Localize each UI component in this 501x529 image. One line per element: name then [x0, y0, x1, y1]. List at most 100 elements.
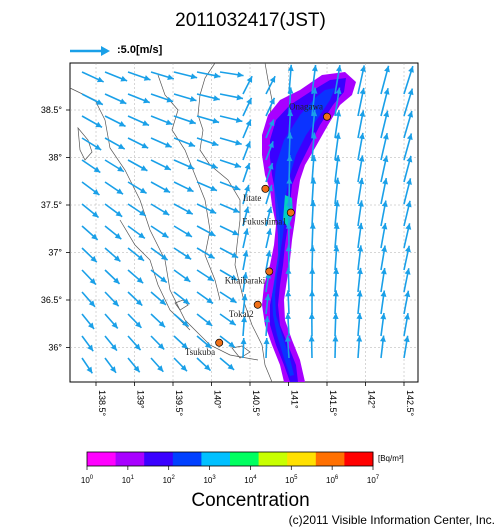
wind-arrow — [173, 247, 192, 260]
wind-arrow — [309, 290, 316, 315]
colorbar-tick-label: 106 — [326, 475, 339, 485]
site-marker: Kitaibaraki — [225, 267, 274, 286]
wind-arrow — [403, 200, 412, 227]
wind-arrow — [240, 337, 247, 359]
wind-arrow — [127, 225, 146, 240]
wind-arrow — [357, 155, 365, 183]
wind-arrow — [219, 269, 238, 281]
wind-arrow — [81, 335, 94, 352]
wind-arrow — [311, 64, 318, 95]
site-label: Kitaibaraki — [225, 276, 266, 286]
wind-arrow — [81, 269, 97, 286]
wind-arrow — [242, 184, 250, 205]
wind-arrow — [104, 269, 121, 285]
wind-arrow — [310, 155, 317, 183]
wind-arrow — [333, 267, 340, 293]
wind-arrow — [380, 245, 388, 271]
wind-arrow — [356, 312, 363, 337]
nuclear-sites: Onagawa Iitate Fukushima1 Kitaibaraki Tokai2… — [185, 102, 331, 357]
lon-tick-label: 139.5° — [174, 390, 184, 417]
wind-arrow — [380, 65, 390, 95]
wind-arrow — [311, 109, 318, 139]
wind-arrow — [150, 181, 171, 194]
wind-arrow — [81, 137, 102, 151]
wind-arrow — [104, 71, 128, 82]
wind-arrow — [356, 290, 363, 315]
wind-arrow — [81, 313, 95, 330]
wind-arrow — [265, 141, 274, 161]
colorbar-unit: [Bq/m³] — [378, 454, 404, 463]
wind-arrow — [403, 223, 412, 249]
wind-arrow — [403, 65, 414, 95]
wind-arrow — [285, 245, 292, 271]
wind-arrow — [403, 88, 414, 117]
wind-arrow — [219, 203, 240, 214]
wind-arrow — [81, 181, 100, 196]
wind-arrow — [196, 247, 216, 260]
site-marker: Fukushima1 — [242, 208, 295, 227]
colorbar-tick-label: 107 — [367, 475, 380, 485]
lon-tick-label: 139° — [136, 390, 146, 409]
wind-arrow — [150, 71, 175, 80]
wind-arrow — [150, 225, 169, 239]
wind-arrow — [403, 268, 411, 293]
wind-arrow — [309, 267, 316, 293]
lat-tick-label: 37° — [48, 248, 62, 258]
colorbar-cell — [287, 452, 317, 466]
wind-arrow — [150, 115, 173, 126]
site-label: Iitate — [243, 193, 262, 203]
wind-arrow — [241, 294, 248, 315]
lon-tick-label: 140° — [213, 390, 223, 409]
colorbar: 100 101 102 103 104 105 106 107 — [81, 451, 380, 485]
wind-arrow — [265, 162, 274, 183]
site-label: Onagawa — [289, 102, 323, 112]
wind-arrow — [287, 64, 294, 95]
lat-tick-label: 36° — [48, 343, 62, 353]
wind-arrow — [265, 228, 272, 249]
wind-arrow — [104, 247, 121, 263]
lat-tick-label: 36.5° — [41, 295, 63, 305]
wind-arrow — [332, 335, 339, 359]
wind-arrow — [333, 245, 340, 271]
wind-arrow — [241, 315, 248, 337]
wind-arrow — [127, 357, 141, 373]
wind-arrow — [81, 225, 99, 241]
lat-tick-label: 38.5° — [41, 105, 63, 115]
wind-arrow — [334, 87, 342, 117]
wind-reference-label: :5.0[m/s] — [117, 44, 163, 56]
copyright-text: (c)2011 Visible Information Center, Inc. — [288, 513, 495, 527]
wind-arrow — [150, 269, 168, 284]
wind-arrow — [310, 200, 317, 227]
wind-arrow — [127, 203, 147, 217]
wind-arrow — [286, 154, 293, 183]
longitude-ticks: 138.5° 139° 139.5° 140° 140.5° 141° 141.5° 142°… — [95, 382, 415, 417]
wind-arrow — [150, 159, 172, 171]
wind-arrow — [173, 93, 197, 102]
colorbar-tick-label: 104 — [244, 475, 257, 485]
lon-tick-label: 142° — [367, 390, 377, 409]
wind-arrow — [403, 290, 411, 315]
wind-arrow — [403, 155, 413, 183]
wind-arrow — [265, 75, 276, 95]
wind-arrow — [173, 137, 196, 147]
wind-arrow — [264, 315, 271, 337]
site-label: Tokai2 — [229, 309, 254, 319]
lon-tick-label: 142.5° — [405, 390, 415, 417]
wind-arrow — [285, 290, 292, 315]
wind-arrow — [284, 335, 291, 359]
colorbar-tick-label: 102 — [163, 475, 176, 485]
wind-arrow — [104, 159, 125, 173]
wind-arrow — [127, 159, 148, 172]
wind-arrow — [264, 294, 271, 315]
wind-arrow — [196, 357, 212, 372]
wind-arrow — [81, 247, 98, 263]
wind-arrow — [196, 269, 215, 282]
wind-arrow — [285, 222, 292, 249]
wind-arrow — [380, 200, 388, 227]
lat-tick-label: 37.5° — [41, 200, 63, 210]
wind-arrow — [334, 110, 342, 139]
wind-arrow — [150, 291, 167, 306]
wind-arrow — [150, 313, 166, 328]
wind-arrow — [219, 159, 242, 168]
